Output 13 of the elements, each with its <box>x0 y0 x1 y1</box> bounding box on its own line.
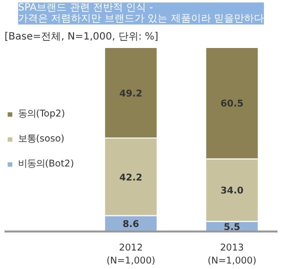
data-label: 42.2 <box>119 172 142 184</box>
data-label: 49.2 <box>119 88 142 100</box>
data-label: 34.0 <box>220 186 244 197</box>
data-label: 60.5 <box>220 98 244 110</box>
chart-subtitle: [Base=전체, N=1,000, 단위: %] <box>4 32 158 42</box>
data-label: 5.5 <box>224 222 240 233</box>
legend-label: 비동의(Bot2) <box>18 158 74 170</box>
chart-title: SPA브랜드 관련 전반적 인식 - 가격은 저렴하지만 브랜드가 있는 제품이라 믿을만하다 <box>18 2 264 24</box>
data-label: 8.6 <box>122 219 140 230</box>
legend-label: 보통(soso) <box>18 132 64 146</box>
x-tick-label: 2012 (N=1,000) <box>106 242 156 267</box>
x-tick-label: 2013 (N=1,000) <box>208 242 256 267</box>
legend-label: 동의(Top2) <box>18 108 65 120</box>
